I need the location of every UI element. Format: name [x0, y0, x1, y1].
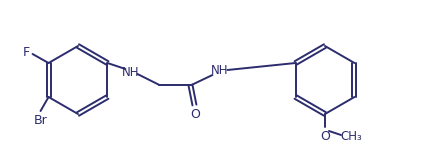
Text: NH: NH — [211, 64, 228, 78]
Text: CH₃: CH₃ — [340, 129, 362, 142]
Text: O: O — [190, 107, 200, 120]
Text: F: F — [23, 46, 30, 58]
Text: O: O — [320, 129, 330, 142]
Text: NH: NH — [122, 66, 139, 78]
Text: Br: Br — [34, 114, 48, 127]
